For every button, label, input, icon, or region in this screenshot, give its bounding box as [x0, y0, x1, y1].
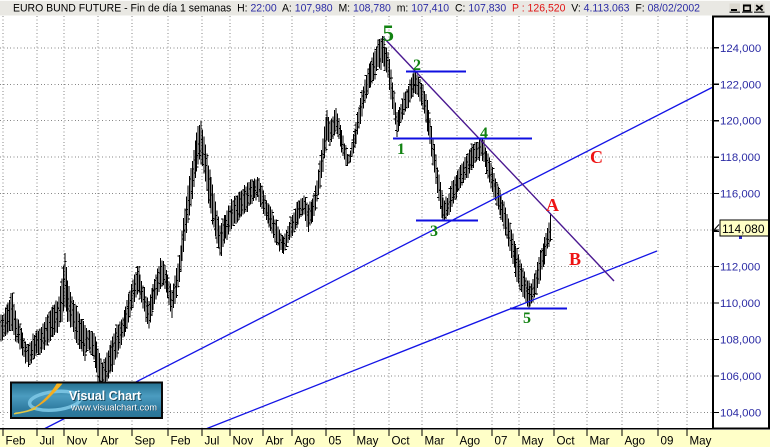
svg-text:5: 5 — [523, 310, 531, 327]
svg-text:116,000: 116,000 — [720, 189, 760, 201]
svg-text:www.visualchart.com: www.visualchart.com — [70, 403, 157, 414]
svg-text:09: 09 — [661, 435, 674, 447]
svg-text:Sep: Sep — [135, 435, 156, 447]
svg-text:4: 4 — [480, 125, 488, 142]
svg-text:Nov: Nov — [233, 435, 254, 447]
svg-text:Mar: Mar — [590, 435, 610, 447]
svg-text:Visual Chart: Visual Chart — [70, 389, 143, 404]
svg-text:110,000: 110,000 — [720, 298, 760, 310]
svg-text:106,000: 106,000 — [720, 371, 761, 383]
svg-text:Feb: Feb — [171, 435, 191, 447]
svg-text:EURO BUND FUTURE - Fin de día: EURO BUND FUTURE - Fin de día 1 semanas … — [13, 3, 700, 15]
svg-text:Oct: Oct — [392, 435, 411, 447]
svg-text:108,000: 108,000 — [720, 335, 761, 347]
svg-text:112,000: 112,000 — [720, 262, 760, 274]
svg-text:May: May — [522, 435, 544, 447]
svg-text:C: C — [590, 147, 603, 167]
svg-text:Ago: Ago — [460, 435, 481, 447]
svg-text:Abr: Abr — [266, 435, 284, 447]
svg-text:07: 07 — [495, 435, 508, 447]
svg-text:124,000: 124,000 — [720, 43, 761, 55]
svg-text:May: May — [690, 435, 712, 447]
svg-text:Feb: Feb — [6, 435, 26, 447]
svg-text:5: 5 — [383, 21, 395, 46]
svg-text:05: 05 — [329, 435, 342, 447]
svg-text:Jul: Jul — [40, 435, 55, 447]
svg-text:104,000: 104,000 — [720, 407, 761, 419]
svg-text:2: 2 — [413, 57, 421, 74]
svg-text:3: 3 — [430, 223, 438, 240]
svg-text:Oct: Oct — [557, 435, 576, 447]
svg-text:www.visualchart.com: www.visualchart.com — [71, 403, 158, 414]
svg-text:B: B — [569, 249, 581, 269]
svg-text:122,000: 122,000 — [720, 79, 761, 91]
svg-text:Jul: Jul — [205, 435, 220, 447]
svg-text:1: 1 — [397, 141, 405, 158]
svg-text:Nov: Nov — [67, 435, 88, 447]
svg-text:Ago: Ago — [625, 435, 646, 447]
svg-text:Abr: Abr — [101, 435, 119, 447]
svg-text:Mar: Mar — [425, 435, 445, 447]
svg-text:114,080: 114,080 — [722, 222, 765, 236]
svg-text:A: A — [546, 195, 559, 215]
svg-text:120,000: 120,000 — [720, 116, 761, 128]
svg-text:Visual Chart: Visual Chart — [69, 388, 142, 403]
svg-text:Ago: Ago — [295, 435, 316, 447]
svg-text:118,000: 118,000 — [720, 152, 760, 164]
svg-text:May: May — [357, 435, 379, 447]
